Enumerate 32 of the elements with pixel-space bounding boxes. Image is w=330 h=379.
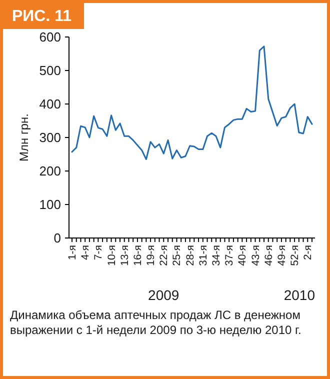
x-tick-label: 34-я: [210, 245, 222, 266]
y-tick-label: 500: [39, 63, 61, 78]
x-tick-label: 43-я: [250, 245, 262, 266]
y-tick-label: 0: [54, 230, 61, 246]
x-tick-label: 13-я: [118, 245, 131, 266]
line-series: [71, 46, 313, 160]
y-tick-label: 100: [39, 197, 61, 212]
x-tick-label: 25-я: [171, 245, 184, 266]
x-tick-label: 37-я: [224, 245, 236, 266]
x-tick-label: 2-я: [302, 245, 314, 260]
y-tick-label: 300: [39, 130, 61, 146]
x-tick-label: 40-я: [236, 245, 249, 266]
y-tick-label: 600: [39, 30, 61, 45]
x-tick-label: 1-я: [66, 245, 78, 260]
x-tick-label: 7-я: [92, 245, 105, 260]
text: 2009: [148, 287, 180, 303]
x-tick-label: 22-я: [158, 245, 170, 266]
x-tick-label: 49-я: [276, 245, 288, 266]
text: 2010: [284, 287, 316, 303]
x-tick-label: 28-я: [184, 245, 196, 266]
x-tick-label: 52-я: [289, 245, 302, 266]
text: Динамика объема аптечных продаж ЛС в денежном выражении с 1-й недели 2009 по 3-ю неделю 2010 г.: [10, 308, 302, 337]
y-tick-label: 200: [39, 164, 61, 179]
x-tick-label: 46-я: [262, 245, 275, 266]
y-tick-label: 400: [39, 96, 61, 112]
x-tick-label: 10-я: [106, 245, 118, 266]
x-tick-label: 16-я: [132, 245, 144, 266]
x-tick-label: 31-я: [197, 245, 210, 266]
x-tick-label: 19-я: [145, 245, 158, 266]
chart-title: РИС. 11: [12, 8, 72, 25]
y-axis-title: Млн грн.: [17, 114, 31, 162]
x-tick-label: 4-я: [80, 245, 92, 260]
